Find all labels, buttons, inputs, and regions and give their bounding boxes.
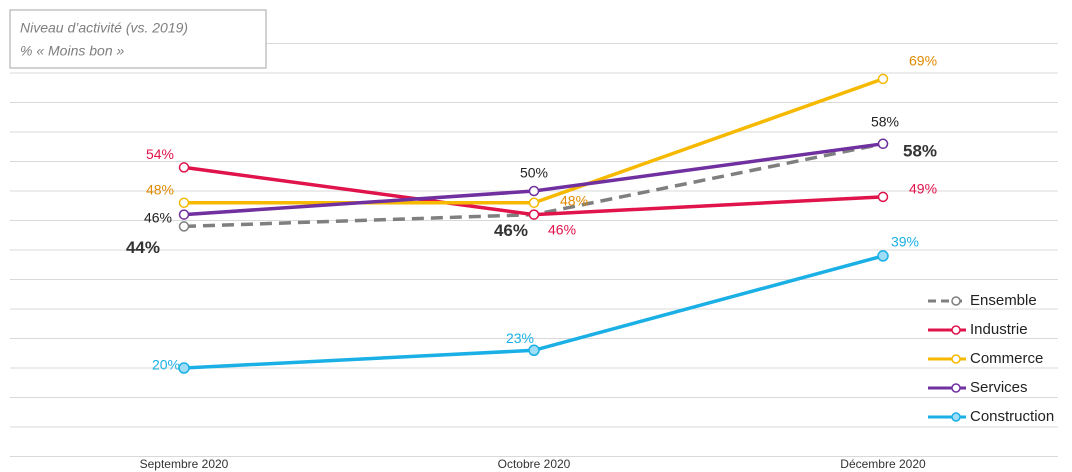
marker — [528, 344, 540, 357]
legend-label: Services — [970, 379, 1028, 396]
title-box — [9, 9, 267, 69]
x-tick-label: Décembre 2020 — [840, 457, 926, 471]
data-label: 48% — [146, 182, 174, 198]
marker — [528, 185, 540, 197]
grid — [10, 43, 1058, 457]
legend-label: Commerce — [970, 350, 1043, 367]
data-label: 20% — [152, 357, 180, 373]
marker — [178, 197, 190, 209]
data-label: 49% — [909, 181, 937, 197]
legend-marker — [951, 412, 961, 422]
data-label: 44% — [126, 238, 160, 257]
legend-label: Ensemble — [970, 292, 1037, 309]
legend-label: Construction — [970, 408, 1054, 425]
data-label: 50% — [520, 165, 548, 181]
marker — [178, 221, 190, 232]
series-line — [184, 77, 884, 205]
data-label: 48% — [560, 193, 588, 209]
legend-marker — [951, 383, 961, 393]
marker — [877, 138, 889, 150]
data-label: 39% — [891, 234, 919, 250]
data-label: 58% — [871, 114, 899, 130]
data-label: 23% — [506, 330, 534, 346]
marker — [528, 197, 540, 209]
data-label: 46% — [494, 221, 528, 240]
data-label: 58% — [903, 141, 937, 160]
legend-marker — [951, 296, 961, 306]
data-label: 69% — [909, 53, 937, 69]
marker — [528, 209, 540, 220]
marker — [877, 250, 889, 262]
x-tick-label: Septembre 2020 — [140, 457, 229, 471]
chart-title: Niveau d’activité (vs. 2019) — [20, 20, 188, 36]
data-label: 46% — [144, 209, 172, 225]
legend-marker — [951, 325, 961, 335]
marker — [178, 362, 190, 374]
legend-label: Industrie — [970, 321, 1028, 338]
legend-marker — [951, 354, 961, 364]
marker — [877, 73, 889, 85]
data-label: 54% — [146, 146, 174, 162]
x-tick-label: Octobre 2020 — [498, 457, 571, 471]
marker — [178, 162, 190, 173]
data-label: 46% — [548, 221, 576, 237]
chart-subtitle: % « Moins bon » — [20, 43, 124, 59]
marker — [178, 209, 190, 220]
marker — [877, 191, 889, 203]
